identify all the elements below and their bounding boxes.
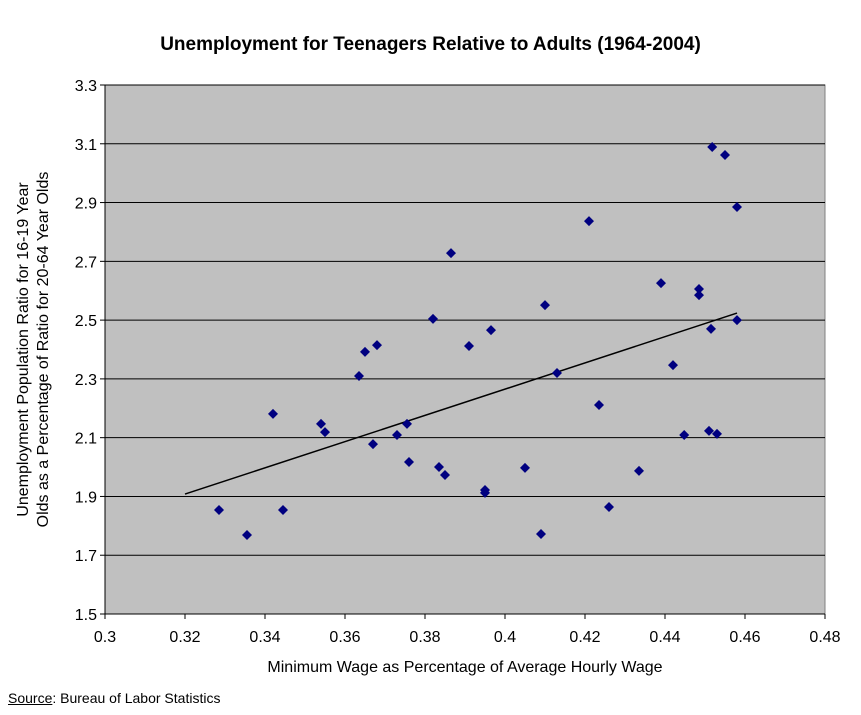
- y-tick-label: 1.7: [75, 548, 97, 565]
- data-point: [520, 462, 530, 473]
- y-tick-label: 1.5: [75, 607, 97, 624]
- data-point: [214, 504, 224, 515]
- y-tick-label: 3.1: [75, 137, 97, 154]
- data-point: [712, 428, 722, 439]
- data-point: [402, 418, 412, 429]
- data-point: [540, 300, 550, 311]
- plot-area: [104, 84, 826, 615]
- chart-title: Unemployment for Teenagers Relative to A…: [160, 34, 701, 55]
- data-point: [704, 425, 714, 436]
- data-point: [446, 248, 456, 259]
- data-point: [706, 323, 716, 334]
- data-point: [668, 360, 678, 371]
- data-point: [594, 400, 604, 411]
- x-tick-label: 0.44: [649, 629, 680, 646]
- x-tick-label: 0.42: [569, 629, 600, 646]
- data-point: [656, 278, 666, 289]
- data-point: [486, 325, 496, 336]
- x-tick-label: 0.46: [729, 629, 760, 646]
- data-point: [440, 469, 450, 480]
- x-tick-label: 0.3: [94, 629, 116, 646]
- data-point: [584, 216, 594, 227]
- data-point: [552, 368, 562, 379]
- data-point: [536, 529, 546, 540]
- data-point: [732, 201, 742, 212]
- data-point: [707, 142, 718, 153]
- data-point: [732, 315, 742, 326]
- data-point: [634, 465, 644, 476]
- y-tick-label: 1.9: [75, 489, 97, 506]
- y-tick-label: 2.3: [75, 372, 97, 389]
- data-point: [354, 370, 364, 381]
- data-point: [320, 427, 330, 438]
- x-tick-label: 0.48: [809, 629, 840, 646]
- x-tick-label: 0.34: [249, 629, 280, 646]
- y-tick-label: 2.5: [75, 313, 97, 330]
- data-point: [278, 504, 288, 515]
- x-tick-label: 0.32: [169, 629, 200, 646]
- data-point: [242, 529, 252, 540]
- data-point: [694, 283, 704, 294]
- data-point: [480, 487, 490, 498]
- data-point: [428, 313, 438, 324]
- data-point: [679, 430, 690, 441]
- source-label: Source: [8, 690, 53, 706]
- data-point: [604, 502, 614, 513]
- x-tick-label: 0.38: [409, 629, 440, 646]
- data-point: [268, 408, 278, 419]
- data-point: [360, 346, 370, 357]
- y-axis-label: Olds as a Percentage of Ratio for 20-64 …: [35, 172, 52, 528]
- x-tick-label: 0.36: [329, 629, 360, 646]
- data-point: [392, 430, 402, 441]
- source-text: : Bureau of Labor Statistics: [52, 690, 221, 706]
- data-point: [368, 439, 378, 450]
- y-tick-label: 2.7: [75, 254, 97, 271]
- y-tick-label: 2.1: [75, 431, 97, 448]
- y-axis-label: Unemployment Population Ratio for 16-19 …: [15, 182, 32, 517]
- data-point: [404, 457, 414, 468]
- data-point: [434, 462, 444, 473]
- y-tick-label: 2.9: [75, 196, 97, 213]
- data-point: [720, 149, 730, 160]
- source-note: Source: Bureau of Labor Statistics: [8, 690, 220, 706]
- x-tick-label: 0.4: [494, 629, 516, 646]
- trendline: [184, 312, 738, 495]
- data-point: [694, 290, 704, 301]
- y-tick-label: 3.3: [75, 78, 97, 95]
- data-point: [372, 340, 382, 351]
- x-axis-label: Minimum Wage as Percentage of Average Ho…: [267, 659, 662, 676]
- data-point: [464, 340, 474, 351]
- data-point: [316, 418, 326, 429]
